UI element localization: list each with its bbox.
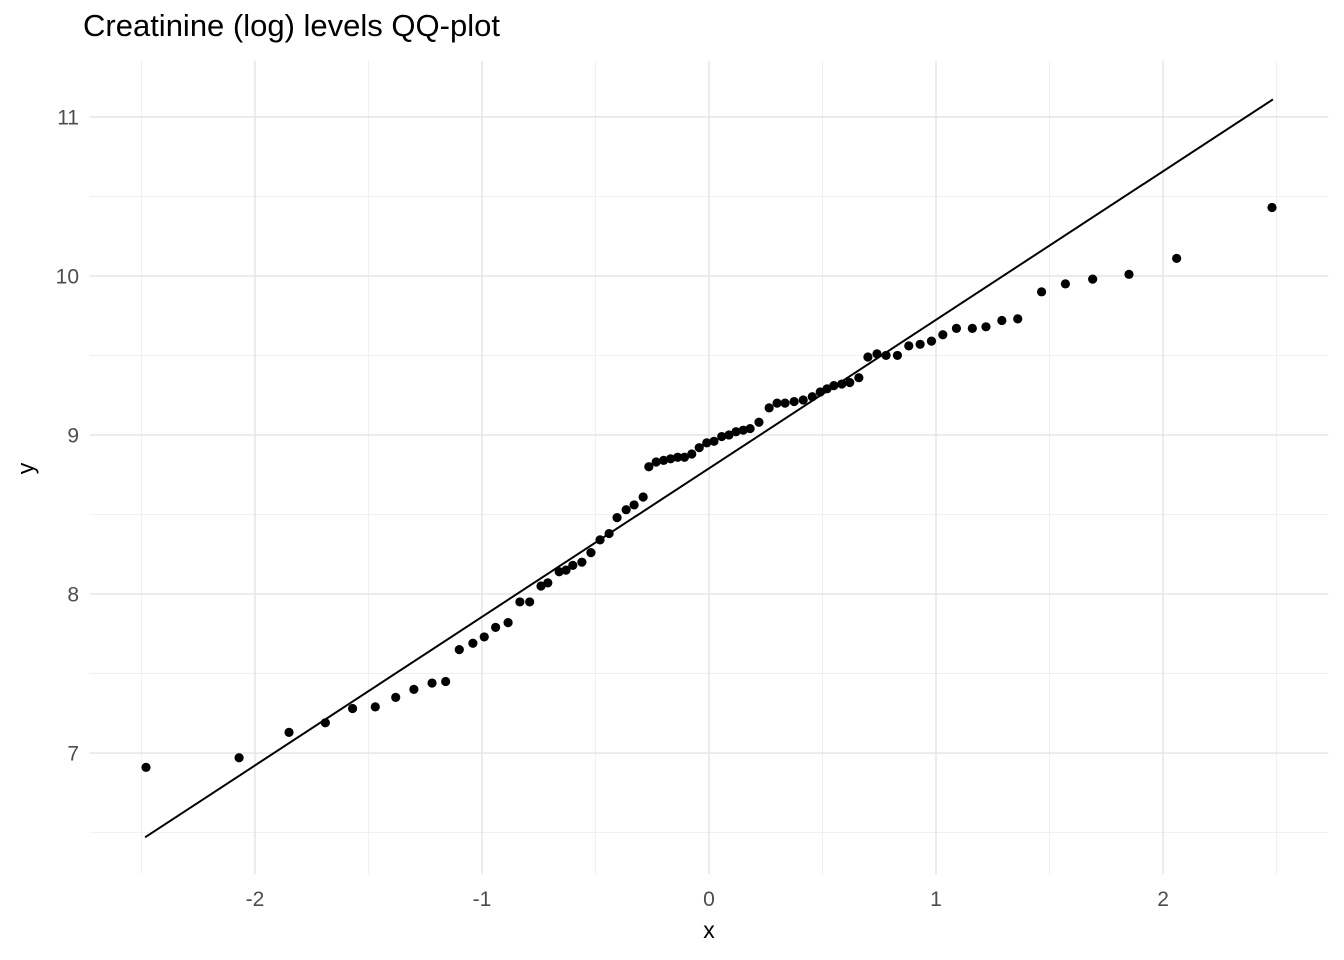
y-tick-label: 7: [67, 743, 79, 766]
x-tick-label: -1: [473, 888, 492, 911]
qq-point: [391, 692, 401, 702]
qq-point: [666, 454, 676, 464]
qq-point: [441, 676, 451, 687]
qq-point: [370, 702, 380, 712]
qq-point: [981, 322, 991, 332]
x-tick-label: 0: [703, 888, 715, 911]
qq-point: [568, 560, 578, 570]
qq-point: [702, 438, 712, 448]
qq-point: [284, 727, 294, 737]
qq-point: [503, 618, 513, 628]
qq-point: [679, 452, 690, 462]
y-tick-label: 11: [57, 106, 79, 129]
qq-point: [1172, 253, 1182, 264]
x-axis-title: x: [703, 917, 715, 943]
qq-point: [845, 377, 855, 388]
qq-point: [724, 430, 734, 440]
qq-point: [577, 557, 587, 567]
qq-point: [468, 638, 478, 648]
qq-point: [687, 449, 697, 459]
qq-point: [454, 645, 464, 655]
qq-point: [772, 398, 782, 408]
qq-point: [904, 341, 914, 351]
qq-point: [479, 632, 489, 642]
qq-point: [1013, 314, 1023, 324]
qq-point: [717, 431, 727, 442]
qq-point: [621, 505, 631, 515]
qq-point: [789, 396, 799, 407]
qq-point: [892, 350, 903, 361]
y-tick-label: 9: [67, 424, 79, 447]
qq-point: [754, 417, 764, 427]
qq-point: [612, 513, 622, 523]
qq-point: [745, 423, 755, 434]
qq-point: [926, 336, 937, 346]
qq-point: [837, 379, 847, 389]
qq-point: [658, 455, 669, 465]
qq-point: [427, 678, 437, 688]
qq-point: [673, 452, 683, 462]
qq-point: [347, 703, 358, 714]
qq-point: [915, 339, 925, 349]
x-tick-label: 1: [930, 888, 942, 911]
qq-point: [938, 330, 948, 340]
x-tick-label: -2: [246, 888, 265, 911]
x-tick-label: 2: [1157, 888, 1169, 911]
qq-point: [586, 548, 596, 558]
qq-point: [731, 427, 741, 437]
qq-point: [1267, 202, 1277, 213]
qq-point: [1060, 279, 1071, 289]
y-tick-label: 10: [56, 265, 79, 288]
qq-point: [798, 395, 808, 405]
qq-point: [780, 398, 790, 408]
qq-point: [709, 436, 719, 446]
qq-point: [694, 443, 704, 453]
qq-point: [543, 578, 553, 588]
chart-title: Creatinine (log) levels QQ-plot: [83, 8, 500, 43]
qq-point: [854, 373, 864, 383]
qq-point: [651, 457, 661, 467]
qq-point: [525, 597, 535, 607]
qq-point: [764, 403, 774, 413]
qq-point: [967, 323, 977, 333]
qq-point: [629, 500, 639, 510]
qq-point: [951, 323, 962, 333]
qq-point: [491, 622, 501, 632]
y-axis-title: y: [12, 462, 39, 475]
qq-point: [1124, 269, 1134, 279]
qq-point: [863, 352, 873, 362]
qq-point: [997, 315, 1007, 326]
qq-point: [409, 684, 419, 695]
y-tick-label: 8: [67, 583, 79, 606]
qq-point: [515, 597, 525, 607]
qq-point: [638, 492, 648, 502]
qq-point: [1088, 274, 1098, 284]
qq-point: [561, 565, 571, 575]
qq-point: [141, 762, 151, 772]
qq-point: [1036, 287, 1047, 297]
qq-reference-line: [144, 98, 1274, 839]
qq-point: [234, 753, 244, 763]
qq-point: [644, 462, 654, 472]
